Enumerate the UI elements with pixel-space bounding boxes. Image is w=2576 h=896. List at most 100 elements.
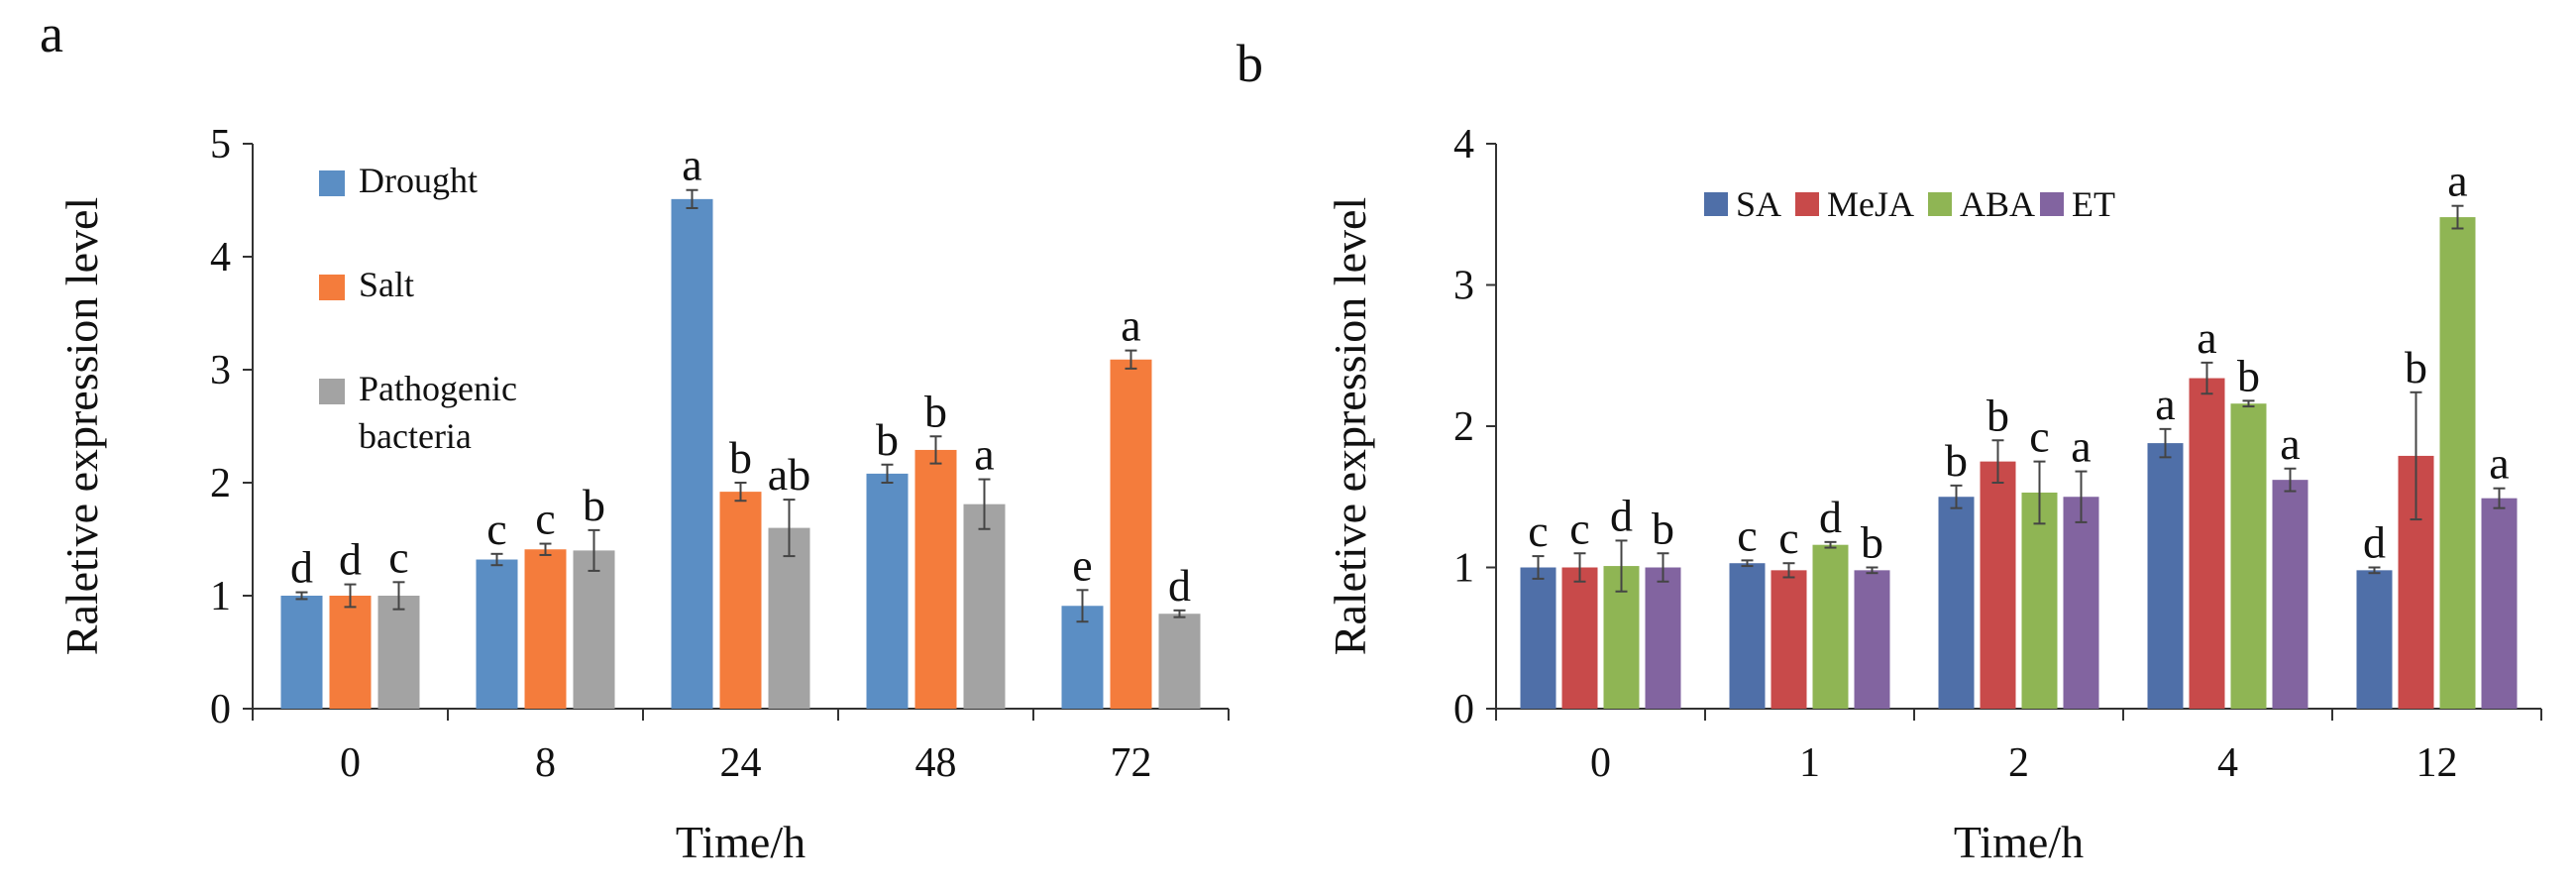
significance-label: b xyxy=(1652,503,1674,553)
significance-label: c xyxy=(486,504,506,554)
x-tick-label: 12 xyxy=(2416,740,2458,786)
bar-drought xyxy=(866,473,909,709)
significance-label: d xyxy=(290,542,313,593)
bar-salt xyxy=(914,449,957,709)
x-tick-label: 1 xyxy=(1799,740,1820,786)
legend-label: ABA xyxy=(1960,184,2035,224)
significance-label: d xyxy=(339,534,362,585)
significance-label: a xyxy=(2447,156,2467,206)
legend-swatch xyxy=(319,379,345,404)
significance-label: a xyxy=(2155,379,2175,429)
significance-label: d xyxy=(1610,490,1633,540)
x-tick-label: 72 xyxy=(1111,740,1152,786)
bar-sa xyxy=(2356,570,2393,709)
significance-label: b xyxy=(729,432,752,483)
significance-label: b xyxy=(924,386,947,436)
bar-meja xyxy=(1771,570,1807,709)
significance-label: a xyxy=(2071,421,2091,472)
significance-label: b xyxy=(1945,435,1968,486)
y-tick-label: 3 xyxy=(1453,264,1474,309)
y-tick-label: 3 xyxy=(210,348,231,393)
significance-label: c xyxy=(1528,505,1548,556)
panel-label: a xyxy=(40,4,63,63)
bar-et xyxy=(1854,570,1890,709)
y-tick-label: 1 xyxy=(1453,546,1474,592)
bar-meja xyxy=(2189,378,2225,709)
significance-label: a xyxy=(974,429,994,480)
bar-pathogenic-bacteria xyxy=(573,550,615,709)
bar-meja xyxy=(1980,461,2016,709)
bar-pathogenic-bacteria xyxy=(963,504,1006,709)
y-tick-label: 2 xyxy=(210,461,231,506)
legend-swatch xyxy=(319,170,345,196)
bar-aba xyxy=(1812,544,1849,709)
bar-aba xyxy=(2021,492,2058,709)
legend: SA MeJA ABA ET xyxy=(1704,184,2115,224)
bar-pathogenic-bacteria xyxy=(377,596,420,709)
bar-aba xyxy=(2230,403,2267,709)
significance-label: d xyxy=(2363,517,2386,568)
significance-label: c xyxy=(2029,411,2049,462)
bar-drought xyxy=(1061,606,1104,709)
significance-label: c xyxy=(388,531,408,582)
bar-sa xyxy=(2147,443,2184,709)
legend-label: Salt xyxy=(359,265,414,304)
significance-label: b xyxy=(2237,350,2260,400)
x-tick-label: 2 xyxy=(2008,740,2029,786)
x-tick-label: 8 xyxy=(535,740,556,786)
significance-label: c xyxy=(1737,509,1757,560)
y-tick-label: 4 xyxy=(1453,122,1474,168)
bar-et xyxy=(1645,567,1681,709)
legend-label: SA xyxy=(1736,184,1781,224)
bar-pathogenic-bacteria xyxy=(768,527,810,709)
bar-et xyxy=(2481,498,2518,709)
legend-label: ET xyxy=(2072,184,2115,224)
legend-label: Drought xyxy=(359,161,478,200)
legend: Drought Salt Pathogenic bacteria xyxy=(319,161,517,456)
significance-label: d xyxy=(1819,492,1842,542)
bar-pathogenic-bacteria xyxy=(1158,614,1201,709)
y-tick-label: 0 xyxy=(210,687,231,732)
legend-label: bacteria xyxy=(359,416,472,456)
y-axis-title: Raletive expression level xyxy=(1325,197,1375,655)
legend-swatch xyxy=(2040,192,2064,216)
x-axis-title: Time/h xyxy=(676,817,805,867)
bar-salt xyxy=(1110,359,1152,709)
bar-salt xyxy=(524,549,567,709)
x-axis-title: Time/h xyxy=(1954,817,2084,867)
legend-label: Pathogenic xyxy=(359,369,517,408)
significance-label: b xyxy=(1861,517,1883,568)
legend-swatch xyxy=(1795,192,1819,216)
y-tick-label: 5 xyxy=(210,122,231,168)
x-tick-label: 0 xyxy=(1590,740,1611,786)
y-tick-label: 0 xyxy=(1453,687,1474,732)
y-tick-label: 2 xyxy=(1453,404,1474,450)
significance-label: a xyxy=(2280,418,2300,469)
bar-et xyxy=(2063,497,2099,709)
y-axis-title: Raletive expression level xyxy=(56,197,107,655)
significance-label: b xyxy=(1986,390,2009,440)
bar-salt xyxy=(719,492,762,709)
bar-sa xyxy=(1520,567,1556,709)
bar-meja xyxy=(1561,567,1598,709)
legend-swatch xyxy=(319,275,345,300)
significance-label: c xyxy=(1569,503,1589,553)
panel-label: b xyxy=(1236,34,1263,93)
x-tick-label: 24 xyxy=(720,740,762,786)
bar-drought xyxy=(476,559,518,709)
significance-label: a xyxy=(2489,438,2509,489)
significance-label: ab xyxy=(768,449,810,500)
legend-swatch xyxy=(1704,192,1728,216)
significance-label: b xyxy=(2405,342,2427,392)
significance-label: b xyxy=(583,480,605,530)
significance-label: b xyxy=(876,414,899,465)
x-tick-label: 48 xyxy=(915,740,957,786)
significance-label: c xyxy=(1778,512,1798,563)
bar-sa xyxy=(1938,497,1975,709)
significance-label: a xyxy=(682,140,701,190)
y-tick-label: 1 xyxy=(210,574,231,619)
bar-drought xyxy=(280,596,323,709)
bar-sa xyxy=(1729,563,1766,709)
